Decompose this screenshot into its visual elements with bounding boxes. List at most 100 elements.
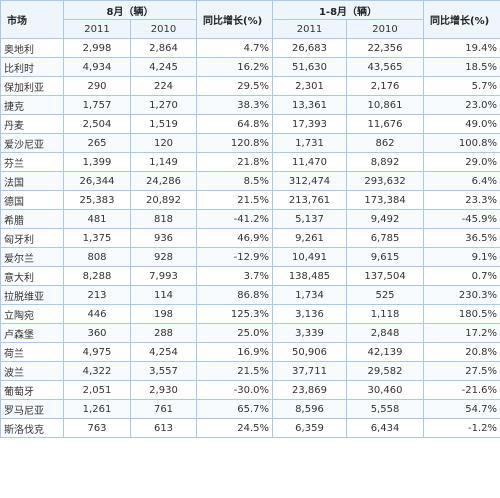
ytd-2010-cell: 6,785 <box>345 228 425 248</box>
ytd-yoy-cell: 5.7% <box>423 76 500 96</box>
ytd-2011-cell: 17,393 <box>272 114 347 134</box>
ytd-2010-cell: 137,504 <box>345 266 425 286</box>
aug-2010-cell: 20,892 <box>130 190 197 210</box>
table-row: 葡萄牙 2,051 2,930 -30.0% 23,869 30,460 -21.6% <box>0 380 500 400</box>
aug-yoy-cell: 24.5% <box>196 418 273 438</box>
aug-2011-cell: 360 <box>63 323 131 343</box>
ytd-yoy-cell: 100.8% <box>423 133 500 153</box>
header-ytd-2011: 2011 <box>272 19 347 39</box>
table-row: 匈牙利 1,375 936 46.9% 9,261 6,785 36.5% <box>0 228 500 248</box>
ytd-2011-cell: 23,869 <box>272 380 347 400</box>
aug-2010-cell: 3,557 <box>130 361 197 381</box>
table-row: 比利时 4,934 4,245 16.2% 51,630 43,565 18.5% <box>0 57 500 77</box>
country-cell: 罗马尼亚 <box>0 399 64 419</box>
header-ytd-yoy: 同比增长(%) <box>423 0 500 39</box>
header-aug-2011: 2011 <box>63 19 131 39</box>
aug-2010-cell: 1,270 <box>130 95 197 115</box>
country-cell: 爱沙尼亚 <box>0 133 64 153</box>
aug-yoy-cell: -41.2% <box>196 209 273 229</box>
table-row: 保加利亚 290 224 29.5% 2,301 2,176 5.7% <box>0 76 500 96</box>
aug-2011-cell: 4,934 <box>63 57 131 77</box>
ytd-2011-cell: 10,491 <box>272 247 347 267</box>
ytd-yoy-cell: 0.7% <box>423 266 500 286</box>
ytd-2011-cell: 6,359 <box>272 418 347 438</box>
ytd-2010-cell: 5,558 <box>345 399 425 419</box>
ytd-yoy-cell: 19.4% <box>423 38 500 58</box>
aug-2011-cell: 1,375 <box>63 228 131 248</box>
ytd-2010-cell: 22,356 <box>345 38 425 58</box>
country-cell: 爱尔兰 <box>0 247 64 267</box>
aug-2010-cell: 2,864 <box>130 38 197 58</box>
ytd-2010-cell: 9,615 <box>345 247 425 267</box>
aug-2011-cell: 265 <box>63 133 131 153</box>
ytd-2011-cell: 138,485 <box>272 266 347 286</box>
aug-yoy-cell: -12.9% <box>196 247 273 267</box>
country-cell: 立陶宛 <box>0 304 64 324</box>
ytd-yoy-cell: 49.0% <box>423 114 500 134</box>
ytd-yoy-cell: 18.5% <box>423 57 500 77</box>
aug-2010-cell: 818 <box>130 209 197 229</box>
ytd-2010-cell: 8,892 <box>345 152 425 172</box>
ytd-yoy-cell: 20.8% <box>423 342 500 362</box>
table-row: 希腊 481 818 -41.2% 5,137 9,492 -45.9% <box>0 209 500 229</box>
ytd-2010-cell: 29,582 <box>345 361 425 381</box>
ytd-yoy-cell: 23.0% <box>423 95 500 115</box>
country-cell: 德国 <box>0 190 64 210</box>
aug-yoy-cell: 4.7% <box>196 38 273 58</box>
country-cell: 意大利 <box>0 266 64 286</box>
ytd-2011-cell: 2,301 <box>272 76 347 96</box>
ytd-2010-cell: 6,434 <box>345 418 425 438</box>
aug-yoy-cell: 16.2% <box>196 57 273 77</box>
aug-yoy-cell: 65.7% <box>196 399 273 419</box>
table-row: 爱沙尼亚 265 120 120.8% 1,731 862 100.8% <box>0 133 500 153</box>
country-cell: 奥地利 <box>0 38 64 58</box>
table-row: 卢森堡 360 288 25.0% 3,339 2,848 17.2% <box>0 323 500 343</box>
aug-yoy-cell: 46.9% <box>196 228 273 248</box>
ytd-2011-cell: 8,596 <box>272 399 347 419</box>
header-ytd: 1-8月（辆） <box>271 0 425 20</box>
ytd-2011-cell: 26,683 <box>272 38 347 58</box>
ytd-yoy-cell: 29.0% <box>423 152 500 172</box>
aug-2010-cell: 4,254 <box>130 342 197 362</box>
ytd-2010-cell: 293,632 <box>345 171 425 191</box>
country-cell: 捷克 <box>0 95 64 115</box>
aug-2011-cell: 213 <box>63 285 131 305</box>
aug-2011-cell: 26,344 <box>63 171 131 191</box>
ytd-2011-cell: 1,731 <box>272 133 347 153</box>
ytd-2010-cell: 10,861 <box>345 95 425 115</box>
aug-2010-cell: 2,930 <box>130 380 197 400</box>
table-row: 芬兰 1,399 1,149 21.8% 11,470 8,892 29.0% <box>0 152 500 172</box>
country-cell: 丹麦 <box>0 114 64 134</box>
ytd-2010-cell: 2,848 <box>345 323 425 343</box>
table-row: 荷兰 4,975 4,254 16.9% 50,906 42,139 20.8% <box>0 342 500 362</box>
aug-2011-cell: 1,399 <box>63 152 131 172</box>
aug-yoy-cell: 38.3% <box>196 95 273 115</box>
ytd-yoy-cell: 27.5% <box>423 361 500 381</box>
country-cell: 拉脱维亚 <box>0 285 64 305</box>
ytd-2011-cell: 5,137 <box>272 209 347 229</box>
ytd-2010-cell: 9,492 <box>345 209 425 229</box>
ytd-2010-cell: 42,139 <box>345 342 425 362</box>
ytd-2011-cell: 1,734 <box>272 285 347 305</box>
aug-2011-cell: 1,757 <box>63 95 131 115</box>
table-row: 丹麦 2,504 1,519 64.8% 17,393 11,676 49.0% <box>0 114 500 134</box>
aug-2011-cell: 2,504 <box>63 114 131 134</box>
country-cell: 卢森堡 <box>0 323 64 343</box>
ytd-2010-cell: 43,565 <box>345 57 425 77</box>
country-cell: 希腊 <box>0 209 64 229</box>
ytd-yoy-cell: 17.2% <box>423 323 500 343</box>
header-ytd-2010: 2010 <box>345 19 425 39</box>
aug-2010-cell: 7,993 <box>130 266 197 286</box>
aug-2010-cell: 224 <box>130 76 197 96</box>
aug-2011-cell: 763 <box>63 418 131 438</box>
ytd-2010-cell: 30,460 <box>345 380 425 400</box>
aug-2011-cell: 2,998 <box>63 38 131 58</box>
aug-2010-cell: 761 <box>130 399 197 419</box>
table-row: 奥地利 2,998 2,864 4.7% 26,683 22,356 19.4% <box>0 38 500 58</box>
aug-2010-cell: 198 <box>130 304 197 324</box>
ytd-2011-cell: 3,339 <box>272 323 347 343</box>
ytd-2011-cell: 213,761 <box>272 190 347 210</box>
table-row: 拉脱维亚 213 114 86.8% 1,734 525 230.3% <box>0 285 500 305</box>
ytd-2010-cell: 2,176 <box>345 76 425 96</box>
ytd-2010-cell: 173,384 <box>345 190 425 210</box>
